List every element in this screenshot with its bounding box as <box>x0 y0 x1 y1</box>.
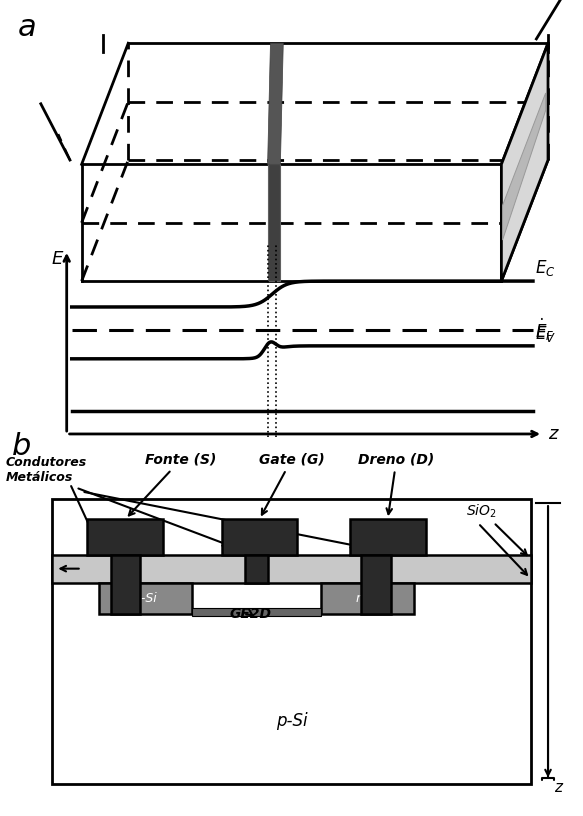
Text: Gate (G): Gate (G) <box>259 453 324 515</box>
Bar <box>52 499 531 784</box>
Bar <box>87 519 163 555</box>
Text: p-Si: p-Si <box>276 712 307 730</box>
Text: a: a <box>17 13 36 42</box>
Text: $z$: $z$ <box>548 425 560 443</box>
Text: Condutores
Metálicos: Condutores Metálicos <box>6 456 87 484</box>
Bar <box>321 583 414 614</box>
Text: n-Si: n-Si <box>356 592 379 605</box>
Bar <box>245 555 268 583</box>
Text: GE2D: GE2D <box>230 607 272 621</box>
Text: z: z <box>554 780 562 796</box>
Text: $\dot{E}_F$: $\dot{E}_F$ <box>536 317 555 344</box>
Text: $E$: $E$ <box>51 250 64 268</box>
Bar <box>99 583 192 614</box>
Bar <box>192 608 321 616</box>
Text: $E_V$: $E_V$ <box>536 324 557 344</box>
Polygon shape <box>501 43 548 282</box>
Text: Dreno (D): Dreno (D) <box>359 453 434 514</box>
Bar <box>350 519 426 555</box>
Text: Fonte (S): Fonte (S) <box>129 453 216 516</box>
Bar <box>268 164 280 282</box>
Text: b: b <box>12 432 31 461</box>
Polygon shape <box>268 43 283 164</box>
Polygon shape <box>503 93 546 240</box>
Polygon shape <box>82 43 548 164</box>
Text: $E_C$: $E_C$ <box>536 259 556 278</box>
Bar <box>361 555 391 614</box>
Bar <box>111 555 140 614</box>
Text: n-Si: n-Si <box>134 592 157 605</box>
Bar <box>52 555 531 583</box>
Text: $SiO_2$: $SiO_2$ <box>466 502 527 555</box>
Bar <box>222 519 297 555</box>
